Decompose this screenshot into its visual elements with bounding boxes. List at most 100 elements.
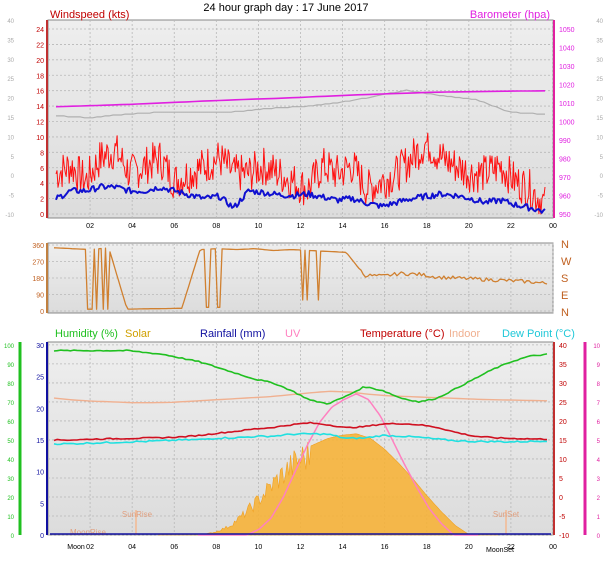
wind-tick-label: 18 [36, 73, 44, 80]
dir-tick-label: 360 [32, 243, 44, 250]
temp-tick-label: -10 [559, 533, 569, 540]
outer-left-tick-label: 10 [7, 135, 14, 141]
temp-x-tick-label: 20 [465, 544, 473, 551]
barometer-label: Barometer (hpa) [470, 9, 550, 21]
temp-tick-label: 25 [559, 400, 567, 407]
uv-tick-label: 8 [597, 382, 601, 388]
humidity-tick-label: 30 [7, 477, 14, 483]
wind-tick-label: 10 [36, 135, 44, 142]
uv-tick-label: 2 [597, 496, 601, 502]
outer-right-tick-label: 15 [596, 116, 603, 122]
compass-label: W [561, 256, 572, 268]
uv-tick-label: 7 [597, 401, 601, 407]
humidity-tick-label: 60 [7, 420, 14, 426]
humidity-tick-label: 80 [7, 382, 14, 388]
outer-right-tick-label: 30 [596, 58, 603, 64]
wind-tick-label: 8 [40, 150, 44, 157]
baro-tick-label: 990 [559, 138, 571, 145]
wind-tick-label: 4 [40, 181, 44, 188]
indoor-label: Indoor [449, 328, 481, 340]
humidity-tick-label: 40 [7, 458, 14, 464]
uv-tick-label: 3 [597, 477, 601, 483]
uv-label: UV [285, 328, 301, 340]
rain-tick-label: 30 [36, 343, 44, 350]
outer-left-tick-label: 25 [7, 77, 14, 83]
rain-tick-label: 15 [36, 438, 44, 445]
temp-x-tick-label: 04 [128, 544, 136, 551]
outer-right-tick-label: 35 [596, 38, 603, 44]
wind-x-tick-label: 20 [465, 223, 473, 230]
temp-tick-label: 20 [559, 419, 567, 426]
wind-direction-line [53, 247, 548, 310]
humidity-line [53, 349, 548, 405]
temp-x-tick-label: 10 [255, 544, 263, 551]
wind-tick-label: 22 [36, 42, 44, 49]
humidity-tick-label: 90 [7, 363, 14, 369]
wind-x-tick-label: 06 [170, 223, 178, 230]
wind-tick-label: 0 [40, 212, 44, 219]
outer-right-tick-label: -5 [598, 194, 604, 200]
baro-tick-label: 950 [559, 212, 571, 219]
baro-tick-label: 1040 [559, 46, 575, 53]
outer-right-tick-label: 10 [596, 135, 603, 141]
moonset-label: MoonSet [486, 547, 514, 554]
temp-tick-label: 15 [559, 438, 567, 445]
temperature-label: Temperature (°C) [360, 328, 444, 340]
uv-tick-label: 9 [597, 363, 601, 369]
uv-tick-label: 0 [597, 534, 601, 540]
outer-right-tick-label: 40 [596, 19, 603, 25]
humidity-tick-label: 100 [4, 344, 15, 350]
uv-tick-label: 5 [597, 439, 601, 445]
temp-tick-label: 35 [559, 362, 567, 369]
temp-x-tick-label: Moon [67, 544, 85, 551]
compass-label: E [561, 290, 568, 302]
temp-tick-label: -5 [559, 514, 565, 521]
dir-tick-label: 90 [36, 293, 44, 300]
baro-tick-label: 1030 [559, 64, 575, 71]
solar-area [158, 433, 498, 536]
compass-label: N [561, 307, 569, 319]
humidity-tick-label: 10 [7, 515, 14, 521]
compass-label: N [561, 239, 569, 251]
wind-x-tick-label: 08 [212, 223, 220, 230]
outer-right-tick-label: 5 [600, 155, 604, 161]
baro-tick-label: 1020 [559, 83, 575, 90]
solar-label: Solar [125, 328, 151, 340]
compass-label: S [561, 273, 568, 285]
baro-tick-label: 980 [559, 157, 571, 164]
uv-line [198, 393, 478, 536]
outer-left-tick-label: 35 [7, 38, 14, 44]
sunset-label: SunSet [493, 510, 520, 519]
temp-tick-label: 40 [559, 343, 567, 350]
outer-left-tick-label: 15 [7, 116, 14, 122]
wind-average-line [55, 183, 546, 214]
temp-x-tick-label: 18 [423, 544, 431, 551]
outer-left-tick-label: -5 [9, 194, 15, 200]
dewpoint-label: Dew Point (°C) [502, 328, 575, 340]
wind-x-tick-label: 10 [255, 223, 263, 230]
uv-tick-label: 4 [597, 458, 601, 464]
wind-x-tick-label: 02 [86, 223, 94, 230]
baro-tick-label: 970 [559, 175, 571, 182]
temp-tick-label: 5 [559, 476, 563, 483]
outer-right-tick-label: 20 [596, 97, 603, 103]
wind-x-tick-label: 22 [507, 223, 515, 230]
temp-x-tick-label: 00 [549, 544, 557, 551]
temp-tick-label: 30 [559, 381, 567, 388]
baro-tick-label: 1050 [559, 27, 575, 34]
dewpoint-line [53, 432, 548, 446]
wind-tick-label: 20 [36, 58, 44, 65]
dir-tick-label: 270 [32, 260, 44, 267]
wind-tick-label: 6 [40, 166, 44, 173]
wind-x-tick-label: 04 [128, 223, 136, 230]
sunrise-label: SunRise [122, 510, 153, 519]
wind-tick-label: 2 [40, 197, 44, 204]
temp-x-tick-label: 02 [86, 544, 94, 551]
uv-tick-label: 10 [593, 344, 600, 350]
outer-left-tick-label: 30 [7, 58, 14, 64]
outer-left-tick-label: 0 [11, 174, 15, 180]
wind-tick-label: 12 [36, 120, 44, 127]
outer-right-tick-label: 0 [600, 174, 604, 180]
temp-x-tick-label: 06 [170, 544, 178, 551]
